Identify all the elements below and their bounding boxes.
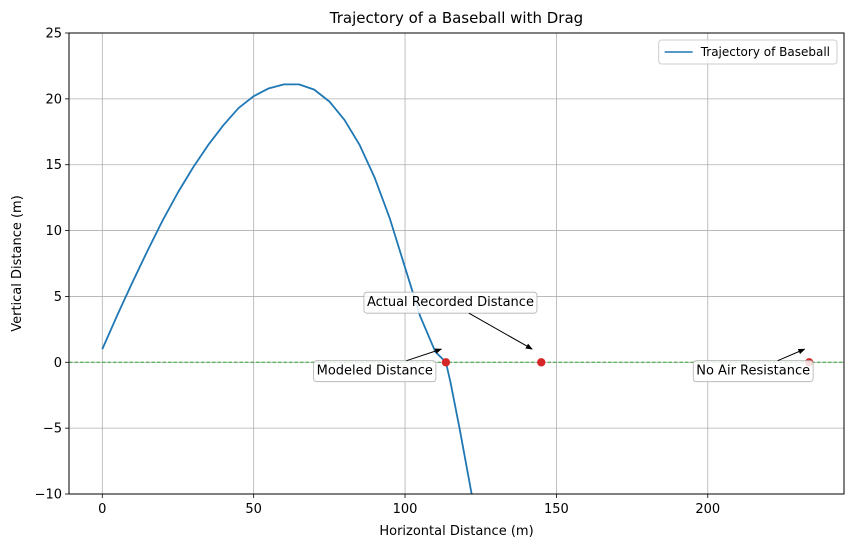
grid-layer — [69, 32, 844, 495]
y-tick-label: −10 — [35, 488, 62, 503]
annotation-label: Modeled Distance — [317, 364, 433, 379]
y-tick-label: 5 — [54, 290, 62, 305]
distance-point — [441, 358, 451, 367]
y-tick-label: 25 — [45, 27, 62, 42]
x-tick-label: 150 — [544, 502, 569, 517]
plot-layer — [69, 83, 844, 494]
plot-frame — [68, 32, 845, 495]
annotation-box — [692, 360, 814, 383]
annotation-box — [363, 291, 538, 314]
x-tick-label: 0 — [98, 502, 106, 517]
annotation-label: No Air Resistance — [696, 364, 810, 379]
x-tick-label: 100 — [393, 502, 418, 517]
tick-layer: 0 50 100 150 200 −10 −5 0 5 10 15 20 25 — [35, 27, 721, 518]
annotation-box — [313, 360, 437, 383]
y-tick-label: 15 — [45, 158, 62, 173]
annotation-layer: Modeled Distance Actual Recorded Distance… — [313, 291, 814, 383]
x-tick-label: 200 — [695, 502, 720, 517]
trajectory-line — [101, 83, 473, 494]
annotation-arrow — [777, 348, 806, 362]
y-tick-label: 20 — [45, 92, 62, 107]
annotation: Modeled Distance — [313, 348, 443, 383]
chart-title: Trajectory of a Baseball with Drag — [329, 9, 583, 27]
annotation-label: Actual Recorded Distance — [367, 295, 534, 310]
y-tick-label: 0 — [54, 356, 62, 371]
annotation: No Air Resistance — [692, 348, 814, 383]
annotation-arrow — [406, 348, 443, 362]
x-axis-title: Horizontal Distance (m) — [379, 524, 533, 539]
annotation: Actual Recorded Distance — [363, 291, 538, 350]
legend-box — [658, 39, 838, 65]
distance-point — [537, 358, 546, 367]
legend: Trajectory of Baseball — [658, 39, 838, 65]
y-tick-label: −5 — [43, 422, 62, 437]
y-tick-label: 10 — [45, 224, 62, 239]
x-tick-label: 50 — [245, 502, 262, 517]
annotation-arrow — [468, 312, 533, 350]
y-axis-title: Vertical Distance (m) — [10, 195, 25, 332]
legend-label: Trajectory of Baseball — [700, 45, 830, 59]
